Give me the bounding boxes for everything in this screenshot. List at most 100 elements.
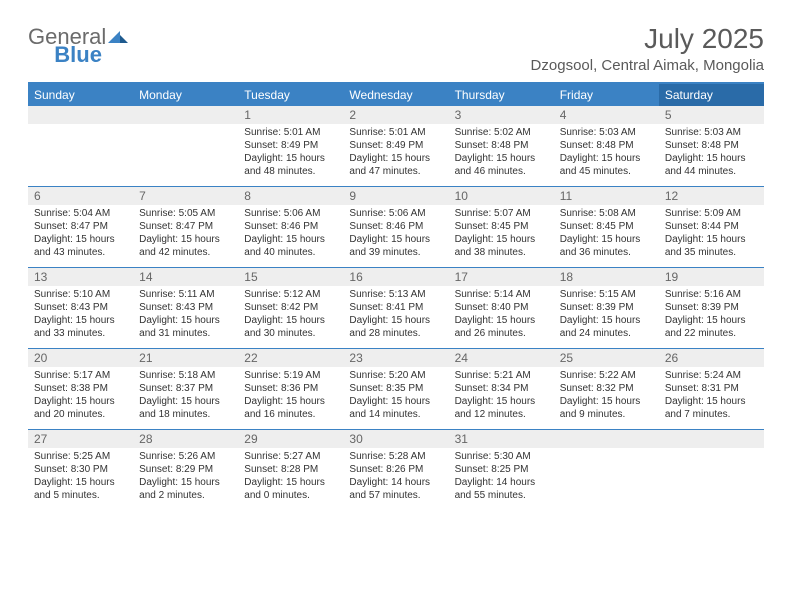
- day-number: 23: [343, 349, 448, 367]
- day-number: 8: [238, 187, 343, 205]
- day-cell-number: 14: [133, 268, 238, 286]
- day-info-line: Sunrise: 5:20 AM: [349, 369, 442, 382]
- title-block: July 2025 Dzogsool, Central Aimak, Mongo…: [531, 24, 764, 74]
- day-number: 31: [449, 430, 554, 448]
- day-info-line: and 30 minutes.: [244, 327, 337, 340]
- day-info-line: and 48 minutes.: [244, 165, 337, 178]
- day-info-line: Daylight: 15 hours: [349, 395, 442, 408]
- day-number: 9: [343, 187, 448, 205]
- day-cell-content: Sunrise: 5:25 AMSunset: 8:30 PMDaylight:…: [28, 448, 133, 510]
- day-info-line: Sunset: 8:40 PM: [455, 301, 548, 314]
- day-number: [133, 106, 238, 124]
- day-number: 28: [133, 430, 238, 448]
- day-cell-number: 26: [659, 349, 764, 367]
- day-cell-content: Sunrise: 5:17 AMSunset: 8:38 PMDaylight:…: [28, 367, 133, 430]
- day-info-line: Daylight: 15 hours: [349, 233, 442, 246]
- day-info-line: Sunrise: 5:27 AM: [244, 450, 337, 463]
- day-cell-content: Sunrise: 5:20 AMSunset: 8:35 PMDaylight:…: [343, 367, 448, 430]
- day-content: [28, 124, 133, 182]
- day-info-line: Sunrise: 5:03 AM: [560, 126, 653, 139]
- week-number-row: 13141516171819: [28, 268, 764, 286]
- day-info-line: Daylight: 15 hours: [665, 314, 758, 327]
- day-content: Sunrise: 5:13 AMSunset: 8:41 PMDaylight:…: [343, 286, 448, 348]
- day-info-line: and 16 minutes.: [244, 408, 337, 421]
- day-cell-number: 24: [449, 349, 554, 367]
- day-number: 27: [28, 430, 133, 448]
- day-number: 3: [449, 106, 554, 124]
- day-number: 26: [659, 349, 764, 367]
- day-cell-content: Sunrise: 5:24 AMSunset: 8:31 PMDaylight:…: [659, 367, 764, 430]
- day-info-line: Sunset: 8:49 PM: [244, 139, 337, 152]
- day-info-line: Sunset: 8:30 PM: [34, 463, 127, 476]
- day-info-line: Sunrise: 5:30 AM: [455, 450, 548, 463]
- day-info-line: Daylight: 14 hours: [349, 476, 442, 489]
- day-info-line: Sunrise: 5:06 AM: [349, 207, 442, 220]
- day-info-line: Daylight: 15 hours: [139, 395, 232, 408]
- day-number: 19: [659, 268, 764, 286]
- day-content: Sunrise: 5:20 AMSunset: 8:35 PMDaylight:…: [343, 367, 448, 429]
- week-number-row: 2728293031: [28, 430, 764, 448]
- day-info-line: Sunrise: 5:21 AM: [455, 369, 548, 382]
- day-content: Sunrise: 5:18 AMSunset: 8:37 PMDaylight:…: [133, 367, 238, 429]
- day-cell-content: [133, 124, 238, 187]
- day-content: Sunrise: 5:05 AMSunset: 8:47 PMDaylight:…: [133, 205, 238, 267]
- triangle-icon: [108, 27, 128, 48]
- weekday-header: Thursday: [449, 83, 554, 106]
- weekday-header: Monday: [133, 83, 238, 106]
- day-content: Sunrise: 5:01 AMSunset: 8:49 PMDaylight:…: [238, 124, 343, 186]
- day-cell-content: Sunrise: 5:12 AMSunset: 8:42 PMDaylight:…: [238, 286, 343, 349]
- day-number: [554, 430, 659, 448]
- day-info-line: and 43 minutes.: [34, 246, 127, 259]
- day-cell-content: [659, 448, 764, 510]
- day-info-line: Daylight: 15 hours: [560, 233, 653, 246]
- day-cell-number: [659, 430, 764, 448]
- day-info-line: Sunset: 8:28 PM: [244, 463, 337, 476]
- day-info-line: and 9 minutes.: [560, 408, 653, 421]
- day-info-line: Sunrise: 5:26 AM: [139, 450, 232, 463]
- day-info-line: Sunset: 8:29 PM: [139, 463, 232, 476]
- day-info-line: Sunrise: 5:12 AM: [244, 288, 337, 301]
- day-cell-number: 30: [343, 430, 448, 448]
- day-number: 25: [554, 349, 659, 367]
- day-info-line: Sunset: 8:38 PM: [34, 382, 127, 395]
- week-content-row: Sunrise: 5:01 AMSunset: 8:49 PMDaylight:…: [28, 124, 764, 187]
- day-info-line: Daylight: 15 hours: [665, 233, 758, 246]
- day-number: [28, 106, 133, 124]
- day-info-line: Daylight: 15 hours: [139, 476, 232, 489]
- day-cell-content: Sunrise: 5:15 AMSunset: 8:39 PMDaylight:…: [554, 286, 659, 349]
- day-content: Sunrise: 5:10 AMSunset: 8:43 PMDaylight:…: [28, 286, 133, 348]
- day-info-line: and 40 minutes.: [244, 246, 337, 259]
- day-info-line: Sunrise: 5:02 AM: [455, 126, 548, 139]
- weekday-header: Tuesday: [238, 83, 343, 106]
- day-cell-content: Sunrise: 5:14 AMSunset: 8:40 PMDaylight:…: [449, 286, 554, 349]
- day-cell-content: Sunrise: 5:22 AMSunset: 8:32 PMDaylight:…: [554, 367, 659, 430]
- day-content: Sunrise: 5:14 AMSunset: 8:40 PMDaylight:…: [449, 286, 554, 348]
- day-cell-content: Sunrise: 5:02 AMSunset: 8:48 PMDaylight:…: [449, 124, 554, 187]
- day-info-line: and 45 minutes.: [560, 165, 653, 178]
- day-content: Sunrise: 5:06 AMSunset: 8:46 PMDaylight:…: [343, 205, 448, 267]
- day-cell-content: Sunrise: 5:28 AMSunset: 8:26 PMDaylight:…: [343, 448, 448, 510]
- day-info-line: Sunset: 8:35 PM: [349, 382, 442, 395]
- day-content: Sunrise: 5:11 AMSunset: 8:43 PMDaylight:…: [133, 286, 238, 348]
- day-cell-number: 1: [238, 106, 343, 124]
- day-info-line: and 24 minutes.: [560, 327, 653, 340]
- day-info-line: Daylight: 15 hours: [560, 395, 653, 408]
- calendar-body: 12345Sunrise: 5:01 AMSunset: 8:49 PMDayl…: [28, 106, 764, 510]
- logo: General Blue: [28, 24, 180, 50]
- day-info-line: and 7 minutes.: [665, 408, 758, 421]
- day-info-line: Sunset: 8:47 PM: [139, 220, 232, 233]
- day-cell-content: [28, 124, 133, 187]
- day-cell-content: Sunrise: 5:27 AMSunset: 8:28 PMDaylight:…: [238, 448, 343, 510]
- day-number: 21: [133, 349, 238, 367]
- day-cell-number: 27: [28, 430, 133, 448]
- day-info-line: Daylight: 15 hours: [349, 152, 442, 165]
- day-cell-content: Sunrise: 5:04 AMSunset: 8:47 PMDaylight:…: [28, 205, 133, 268]
- day-info-line: Daylight: 15 hours: [455, 233, 548, 246]
- location-text: Dzogsool, Central Aimak, Mongolia: [531, 57, 764, 74]
- day-info-line: Sunset: 8:32 PM: [560, 382, 653, 395]
- day-info-line: Daylight: 15 hours: [349, 314, 442, 327]
- day-info-line: Sunset: 8:43 PM: [34, 301, 127, 314]
- day-info-line: Sunset: 8:45 PM: [455, 220, 548, 233]
- day-info-line: and 36 minutes.: [560, 246, 653, 259]
- day-info-line: Sunset: 8:39 PM: [665, 301, 758, 314]
